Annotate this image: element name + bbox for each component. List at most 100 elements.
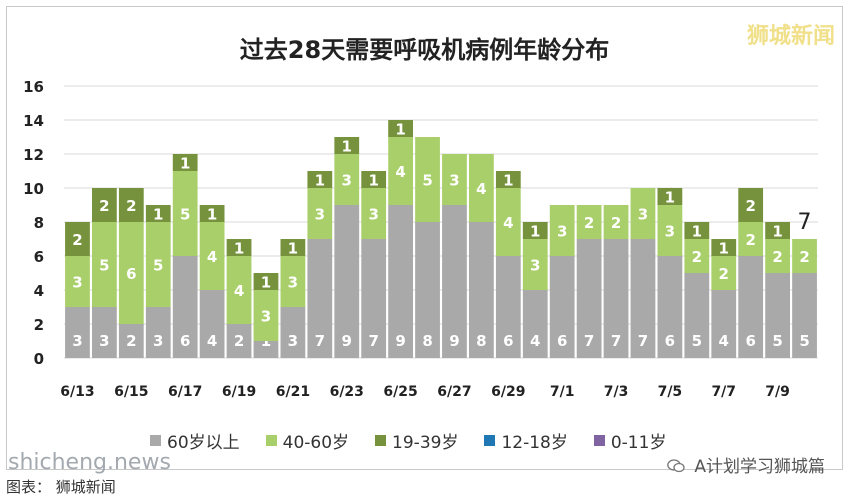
data-label: 2: [126, 197, 136, 215]
data-label: 5: [99, 257, 109, 275]
bar-segment: [684, 239, 710, 273]
y-tick-label: 16: [23, 78, 44, 96]
data-label: 1: [719, 240, 729, 258]
data-label: 2: [745, 231, 755, 249]
bar-segment: [253, 273, 279, 290]
bar-segment: [495, 188, 521, 256]
data-label: 4: [207, 248, 217, 266]
data-label: 4: [719, 332, 729, 350]
bar-segment: [495, 171, 521, 188]
bar-segment: [792, 239, 817, 273]
data-label: 9: [342, 332, 352, 350]
data-label: 6: [745, 332, 755, 350]
legend-label: 12-18岁: [501, 433, 568, 453]
bar-segment: [657, 188, 683, 205]
data-label: 3: [261, 308, 271, 326]
data-label: 3: [153, 332, 163, 350]
bar-segment: [388, 120, 413, 137]
bar-segment: [92, 222, 117, 307]
data-label: 2: [611, 214, 621, 232]
data-label: 1: [503, 172, 513, 190]
data-label: 5: [153, 257, 163, 275]
data-label: 5: [799, 332, 809, 350]
x-tick-label: 6/17: [168, 384, 202, 400]
data-label: 1: [180, 155, 190, 173]
x-tick-label: 6/23: [330, 384, 364, 400]
data-label: 3: [557, 223, 567, 241]
legend-item-19-39: 19-39岁: [375, 428, 458, 453]
legend-swatch: [265, 435, 277, 446]
data-label: 9: [395, 332, 405, 350]
data-label: 1: [315, 172, 325, 190]
y-tick-label: 2: [34, 316, 44, 334]
data-label: 3: [638, 206, 648, 224]
data-label: 2: [692, 248, 702, 266]
data-label: 6: [665, 332, 675, 350]
data-label: 4: [476, 180, 486, 198]
bar-segment: [334, 137, 360, 154]
data-label: 2: [584, 214, 594, 232]
data-label: 3: [368, 206, 378, 224]
data-label: 3: [342, 172, 352, 190]
data-label: 5: [692, 332, 702, 350]
x-tick-label: 7/7: [711, 384, 736, 400]
x-tick-label: 7/5: [658, 384, 683, 400]
data-label: 1: [261, 274, 271, 292]
data-label: 4: [530, 332, 540, 350]
bar-segment: [65, 256, 90, 307]
data-label: 6: [557, 332, 567, 350]
footer-account-label: A计划学习狮城篇: [694, 457, 825, 477]
bar-segment: [361, 239, 387, 358]
y-tick-label: 14: [23, 112, 44, 130]
data-label: 4: [207, 332, 217, 350]
data-label: 7: [611, 332, 621, 350]
bar-segment: [388, 137, 413, 205]
bar-segment: [199, 222, 225, 290]
watermark-logo-text: 狮城新闻: [746, 24, 835, 49]
x-tick-label: 6/21: [276, 384, 310, 400]
bar-segment: [469, 154, 494, 222]
x-tick-label: 7/9: [765, 384, 790, 400]
bar-segment: [280, 307, 306, 358]
bar-segment: [738, 188, 764, 222]
bar-segment: [738, 256, 764, 358]
y-tick-label: 8: [34, 214, 44, 232]
bar-segment: [199, 290, 225, 358]
x-tick-label: 7/3: [604, 384, 629, 400]
bar-segment: [145, 307, 171, 358]
data-label: 1: [368, 172, 378, 190]
bar-segment: [145, 222, 171, 307]
y-tick-label: 12: [23, 146, 44, 164]
data-label: 1: [772, 223, 782, 241]
data-label: 1: [207, 206, 217, 224]
x-tick-label: 6/19: [222, 384, 256, 400]
legend-label: 19-39岁: [392, 433, 459, 453]
x-tick-label: 6/27: [437, 384, 471, 400]
x-tick-label: 7/1: [550, 384, 575, 400]
wechat-icon: [667, 459, 685, 473]
bar-segment: [361, 188, 387, 239]
data-label: 2: [99, 197, 109, 215]
data-label: 3: [72, 274, 82, 292]
data-label: 8: [422, 332, 432, 350]
bar-segment: [118, 222, 144, 324]
y-tick-label: 10: [23, 180, 44, 198]
data-label: 1: [153, 206, 163, 224]
bar-segment: [415, 222, 440, 358]
bar-segment: [253, 341, 279, 358]
legend-label: 60岁以上: [167, 433, 240, 453]
data-label: 1: [395, 121, 405, 139]
bar-segment: [92, 188, 117, 222]
data-label: 4: [234, 282, 244, 300]
data-label: 6: [503, 332, 513, 350]
x-tick-label: 6/13: [60, 384, 94, 400]
data-label: 3: [315, 206, 325, 224]
data-label: 9: [449, 332, 459, 350]
bar-segment: [199, 205, 225, 222]
y-tick-label: 4: [34, 282, 44, 300]
data-label: 7: [638, 332, 648, 350]
total-annotation: 7: [798, 210, 812, 235]
bar-segment: [92, 307, 117, 358]
bar-segment: [172, 256, 198, 358]
bar-segment: [657, 205, 683, 256]
